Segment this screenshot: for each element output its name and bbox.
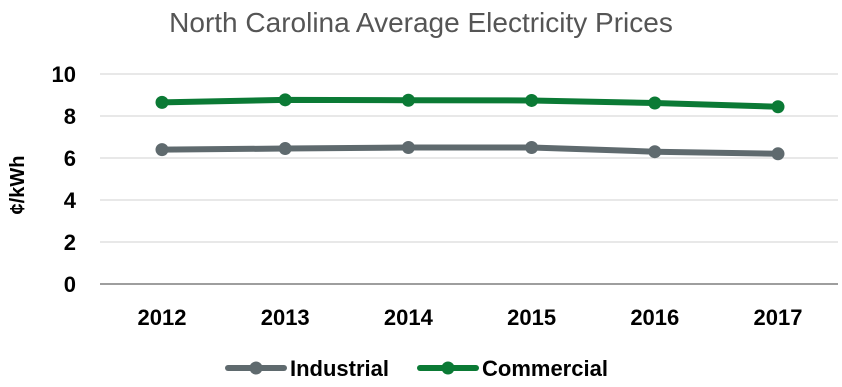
series-line-commercial <box>159 96 781 110</box>
legend-label: Industrial <box>290 356 389 381</box>
x-tick-label: 2013 <box>261 305 310 330</box>
series-commercial <box>155 93 785 114</box>
data-point-commercial <box>278 93 292 107</box>
legend: Industrial Commercial <box>225 356 608 381</box>
series-layer <box>155 93 785 161</box>
x-tick-label: 2015 <box>507 305 556 330</box>
y-tick-label: 8 <box>64 104 76 129</box>
data-point-commercial <box>648 96 662 110</box>
data-point-industrial <box>771 147 785 161</box>
data-point-commercial <box>771 100 785 114</box>
y-tick-label: 4 <box>64 188 77 213</box>
series-industrial <box>155 141 785 161</box>
legend-item-industrial: Industrial <box>225 356 389 381</box>
series-line-industrial <box>159 144 781 157</box>
x-tick-label: 2016 <box>630 305 679 330</box>
legend-swatch-marker <box>249 361 263 375</box>
data-point-commercial <box>525 93 539 107</box>
y-tick-label: 0 <box>64 272 76 297</box>
data-point-commercial <box>401 93 415 107</box>
x-tick-label: 2014 <box>384 305 434 330</box>
data-point-industrial <box>278 142 292 156</box>
x-tick-label: 2012 <box>138 305 187 330</box>
x-tick-labels: 2012 2013 2014 2015 2016 2017 <box>138 305 803 330</box>
y-tick-label: 2 <box>64 230 76 255</box>
data-point-commercial <box>155 95 169 109</box>
y-tick-label: 6 <box>64 146 76 171</box>
chart-title: North Carolina Average Electricity Price… <box>169 7 673 38</box>
data-point-industrial <box>401 141 415 154</box>
data-point-industrial <box>648 145 662 159</box>
legend-label: Commercial <box>482 356 608 381</box>
y-axis-title: ¢/kWh <box>7 156 29 215</box>
data-point-industrial <box>525 141 539 154</box>
y-tick-label: 10 <box>52 62 76 87</box>
legend-item-commercial: Commercial <box>417 356 608 381</box>
gridlines <box>100 73 838 243</box>
legend-swatch-marker <box>441 361 455 375</box>
x-tick-label: 2017 <box>754 305 803 330</box>
data-point-industrial <box>155 143 169 157</box>
y-tick-labels: 0 2 4 6 8 10 <box>52 62 77 297</box>
